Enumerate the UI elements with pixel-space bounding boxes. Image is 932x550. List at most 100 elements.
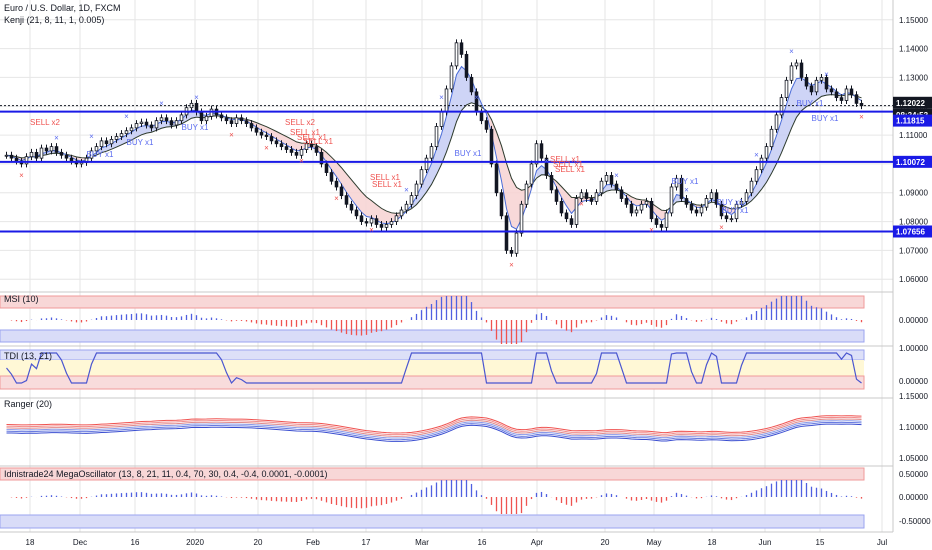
tdi-tick: 1.00000 [899, 344, 928, 353]
signal-marker: × [789, 47, 794, 56]
candle-body [459, 42, 464, 55]
candle-body [339, 186, 344, 197]
candle-body [624, 198, 629, 205]
signal-marker: × [579, 200, 584, 209]
mega-tick: 0.00000 [899, 493, 928, 502]
candle-body [529, 163, 534, 185]
candle-body [369, 218, 374, 224]
msi-pane[interactable] [0, 295, 865, 344]
candle-body [794, 62, 799, 67]
candle-body [159, 117, 164, 122]
ranger-tick: 1.10000 [899, 423, 928, 432]
candle-body [59, 151, 64, 156]
tdi-pane[interactable] [0, 349, 865, 390]
candle-body [14, 157, 19, 162]
signal-marker: × [544, 156, 549, 165]
time-axis: 18 Dec 16 2020 20 Feb 17 Mar 16 Apr 20 May 18 Jun 15 Ju… [26, 538, 888, 547]
candle-body [124, 130, 129, 135]
x-tick-label: Mar [415, 538, 429, 547]
signal-label: BUY x1 [722, 206, 750, 215]
candle-body [714, 192, 719, 205]
candle-body [544, 157, 549, 176]
candle-body [759, 157, 764, 171]
candle-body [174, 120, 179, 126]
mega-oscillator-pane[interactable] [0, 467, 865, 529]
signal-marker: × [89, 132, 94, 141]
candle-body [669, 186, 674, 214]
candle-body [334, 180, 339, 188]
y-tick-label: 1.09000 [899, 189, 928, 198]
signal-label: BUY x1 [672, 177, 700, 186]
indicator-band [0, 375, 865, 390]
candle-body [469, 77, 474, 93]
signal-label: SELL x1 [370, 173, 400, 182]
signal-label: BUY x1 [797, 99, 825, 108]
signal-marker: × [719, 223, 724, 232]
candle-body [854, 94, 859, 104]
x-tick-label: Jun [759, 538, 772, 547]
candle-body [444, 88, 449, 113]
candle-body [814, 79, 819, 93]
candle-body [604, 175, 609, 182]
candle-body [89, 150, 94, 159]
candle-body [589, 198, 594, 202]
candle-body [464, 53, 469, 78]
candle-body [499, 192, 504, 217]
signal-marker: × [229, 131, 234, 140]
x-tick-label: 20 [254, 538, 263, 547]
price-tag-bg [893, 114, 932, 127]
candle-body [534, 143, 539, 165]
candle-body [579, 192, 584, 199]
candle-body [769, 128, 774, 148]
candle-body [599, 180, 604, 194]
signal-label: SELL x1 [290, 128, 320, 137]
candle-body [639, 203, 644, 211]
candle-body [409, 195, 414, 205]
tdi-line [6, 352, 862, 385]
candle-body [834, 91, 839, 99]
signal-marker: × [159, 99, 164, 108]
y-tick-label: 1.06000 [899, 275, 928, 284]
x-tick-label: 20 [601, 538, 610, 547]
ranger-pane[interactable] [6, 415, 862, 442]
msi-title: MSI (10) [4, 294, 39, 304]
candle-body [149, 124, 154, 129]
main-price-pane[interactable] [0, 39, 893, 257]
candle-body [484, 120, 489, 130]
indicator-band [0, 349, 865, 361]
ranger-line [6, 418, 862, 437]
candle-body [24, 156, 29, 165]
candle-body [789, 65, 794, 81]
candle-body [279, 143, 284, 148]
candle-body [739, 200, 744, 205]
candle-body [429, 146, 434, 159]
candle-body [689, 203, 694, 211]
candle-body [239, 117, 244, 122]
candle-body [684, 198, 689, 205]
candle-body [324, 163, 329, 173]
chart-title: Euro / U.S. Dollar, 1D, FXCM [4, 3, 121, 13]
candle-body [114, 136, 119, 140]
candle-body [49, 146, 54, 152]
candle-body [654, 218, 659, 225]
candle-body [419, 169, 424, 185]
indicator-band [0, 467, 865, 481]
grid [0, 0, 893, 532]
candle-body [644, 200, 649, 205]
mega-tick: 0.50000 [899, 470, 928, 479]
ranger-line [6, 421, 862, 441]
candle-body [289, 149, 294, 153]
x-tick-label: Jul [877, 538, 887, 547]
candle-body [254, 127, 259, 133]
cloud-segment [486, 110, 532, 230]
candle-body [344, 195, 349, 205]
candle-body [144, 121, 149, 126]
signal-marker: × [334, 194, 339, 203]
signal-marker: × [404, 185, 409, 194]
candle-body [829, 88, 834, 93]
candle-body [269, 136, 274, 142]
indicator-band [0, 360, 864, 376]
candle-body [709, 192, 714, 199]
y-tick-label: 1.15000 [899, 16, 928, 25]
